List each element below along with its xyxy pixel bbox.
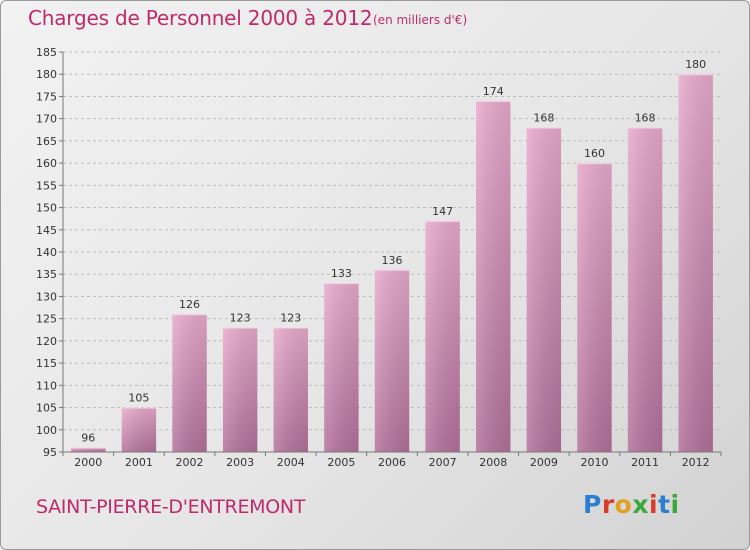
bar-shading (678, 74, 713, 452)
bar-shading (425, 220, 460, 452)
logo-letter: i (670, 490, 680, 519)
data-label: 174 (483, 85, 504, 98)
data-label: 168 (635, 112, 656, 125)
y-axis: 95 100 105 110 115 120 125 130 135 140 145 150 155 16… (36, 46, 64, 459)
y-tick-label: 175 (36, 90, 57, 103)
y-tick-label: 180 (36, 68, 57, 81)
y-tick-label: 155 (36, 179, 57, 192)
y-tick-label: 115 (36, 357, 57, 370)
data-label: 147 (432, 205, 453, 218)
logo-letter: x (632, 490, 649, 519)
x-tick-label: 2011 (631, 456, 659, 469)
y-tick-label: 95 (43, 446, 57, 459)
x-tick-label: 2008 (479, 456, 507, 469)
y-tick-label: 150 (36, 202, 57, 215)
bar-shading (273, 327, 308, 452)
x-tick-label: 2007 (429, 456, 457, 469)
chart-title: Charges de Personnel 2000 à 2012 (28, 6, 373, 30)
data-label: 180 (685, 58, 706, 71)
x-tick-label: 2012 (682, 456, 710, 469)
y-tick-label: 170 (36, 113, 57, 126)
data-label: 133 (331, 267, 352, 280)
logo-letter: i (649, 490, 659, 519)
x-tick-label: 2010 (580, 456, 608, 469)
data-label: 168 (533, 112, 554, 125)
y-tick-label: 120 (36, 335, 57, 348)
data-label: 123 (280, 312, 301, 325)
y-tick-label: 160 (36, 157, 57, 170)
bar-shading (71, 447, 106, 452)
bar-shading (627, 127, 663, 453)
bar-shading (172, 314, 207, 452)
y-tick-label: 125 (36, 313, 57, 326)
x-tick-label: 2006 (378, 456, 406, 469)
y-tick-label: 100 (36, 424, 57, 437)
x-axis: 2000 2001 2002 2003 2004 2005 2006 2007 2008 2009… (62, 451, 722, 469)
commune-name: SAINT-PIERRE-D'ENTREMONT (36, 496, 306, 518)
logo-letter: t (658, 490, 671, 519)
proxiti-logo[interactable]: Proxiti (583, 490, 680, 519)
bar-shading (324, 283, 359, 452)
bar-shading (222, 327, 258, 452)
x-tick-label: 2001 (125, 456, 153, 469)
y-tick-label: 130 (36, 290, 57, 303)
data-label: 96 (81, 432, 95, 445)
bar-shading (577, 163, 612, 452)
x-tick-label: 2000 (74, 456, 102, 469)
x-tick-label: 2009 (530, 456, 558, 469)
y-tick-label: 140 (36, 246, 57, 259)
data-label: 160 (584, 147, 605, 160)
y-tick-label: 110 (36, 379, 57, 392)
y-tick-label: 185 (36, 46, 57, 59)
data-label: 126 (179, 298, 200, 311)
y-tick-label: 165 (36, 135, 57, 148)
x-tick-label: 2005 (327, 456, 355, 469)
chart-subtitle: (en milliers d'€) (373, 13, 468, 27)
data-label: 123 (230, 312, 251, 325)
logo-letter: P (583, 490, 602, 519)
y-tick-label: 145 (36, 224, 57, 237)
bar-shading (526, 127, 562, 453)
y-tick-label: 135 (36, 268, 57, 281)
x-tick-label: 2004 (277, 456, 305, 469)
data-label: 105 (128, 392, 149, 405)
logo-letter: r (601, 490, 615, 519)
data-label: 136 (382, 254, 403, 267)
logo-letter: o (614, 490, 633, 519)
bar-shading (121, 407, 157, 452)
x-tick-label: 2003 (226, 456, 254, 469)
bars: 96 105 126 123 123 133 136 147 174 168 160 168 180 (71, 58, 713, 453)
x-tick-label: 2002 (176, 456, 204, 469)
bar-shading (374, 269, 410, 452)
bar-shading (476, 100, 511, 452)
y-tick-label: 105 (36, 402, 57, 415)
